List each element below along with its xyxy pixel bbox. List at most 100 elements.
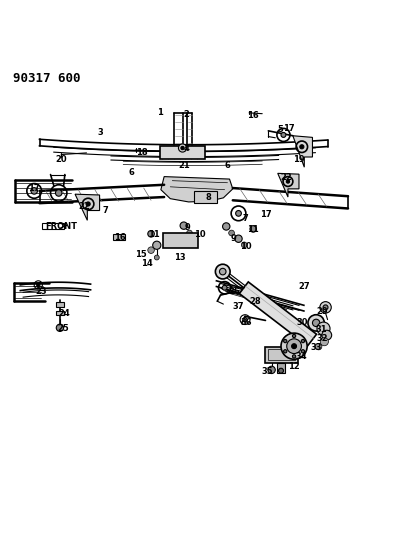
Circle shape [56, 324, 63, 332]
Circle shape [235, 211, 241, 216]
Circle shape [292, 334, 295, 337]
Circle shape [249, 225, 256, 232]
Circle shape [180, 222, 187, 229]
Text: 12: 12 [288, 362, 299, 371]
Circle shape [283, 350, 286, 353]
Circle shape [280, 333, 306, 359]
Polygon shape [239, 282, 316, 346]
Circle shape [147, 247, 154, 253]
Text: 29: 29 [316, 307, 328, 316]
Circle shape [301, 340, 304, 343]
Text: 20: 20 [55, 155, 67, 164]
Circle shape [228, 230, 234, 236]
Circle shape [267, 366, 274, 374]
Circle shape [152, 241, 160, 249]
Circle shape [86, 202, 90, 206]
Circle shape [319, 302, 330, 313]
Circle shape [36, 283, 40, 287]
Text: 4: 4 [183, 143, 189, 152]
Text: 10: 10 [194, 230, 205, 239]
Text: 25: 25 [57, 324, 69, 333]
Bar [160, 147, 204, 159]
Circle shape [286, 339, 301, 353]
Text: 37: 37 [232, 302, 244, 311]
Circle shape [186, 230, 192, 236]
Circle shape [312, 319, 319, 327]
Text: 6: 6 [128, 168, 134, 177]
Circle shape [280, 133, 285, 138]
Text: 17: 17 [282, 124, 294, 133]
Text: 13: 13 [173, 253, 185, 262]
Polygon shape [292, 136, 312, 167]
Text: 16: 16 [114, 232, 126, 241]
Bar [267, 350, 294, 360]
Text: 90317 600: 90317 600 [13, 72, 80, 85]
Text: 11: 11 [247, 225, 258, 234]
Text: 10: 10 [239, 241, 251, 251]
Text: 9: 9 [230, 234, 236, 243]
Bar [276, 362, 285, 373]
Circle shape [307, 314, 324, 331]
Circle shape [315, 343, 321, 350]
Text: 35: 35 [261, 367, 272, 376]
Text: 7: 7 [242, 214, 247, 223]
Text: 17: 17 [28, 183, 40, 192]
Polygon shape [160, 176, 232, 202]
Text: 28: 28 [248, 297, 260, 306]
Bar [56, 311, 63, 314]
Text: 22: 22 [79, 201, 90, 211]
Text: 2: 2 [183, 110, 189, 118]
Text: 31: 31 [315, 325, 326, 334]
Bar [265, 347, 297, 362]
Text: 8: 8 [205, 193, 211, 203]
Circle shape [243, 318, 247, 321]
Text: 32: 32 [316, 334, 328, 343]
Text: 17: 17 [259, 209, 271, 219]
Circle shape [319, 337, 328, 346]
Text: 7: 7 [102, 206, 108, 215]
Text: 30: 30 [296, 318, 307, 327]
Circle shape [180, 147, 184, 150]
Text: 6: 6 [224, 160, 230, 169]
Polygon shape [75, 194, 99, 220]
Text: 22: 22 [280, 173, 292, 182]
Text: 23: 23 [35, 287, 47, 296]
Text: 18: 18 [135, 148, 147, 157]
Circle shape [301, 350, 304, 353]
Text: 26: 26 [228, 287, 240, 295]
Circle shape [219, 268, 225, 275]
Text: 9: 9 [184, 223, 190, 232]
Text: 16: 16 [247, 111, 258, 120]
Circle shape [215, 264, 229, 279]
Circle shape [234, 235, 242, 243]
Circle shape [241, 242, 247, 248]
Circle shape [299, 145, 303, 149]
Text: 14: 14 [141, 259, 153, 268]
Text: FRONT: FRONT [45, 222, 77, 231]
Circle shape [178, 144, 186, 152]
Circle shape [316, 322, 329, 335]
Bar [42, 223, 63, 229]
Bar [113, 234, 124, 239]
Circle shape [285, 180, 289, 183]
Text: 3: 3 [98, 128, 103, 137]
Circle shape [292, 355, 295, 358]
Circle shape [322, 305, 327, 310]
Text: 33: 33 [310, 343, 321, 352]
Bar [193, 191, 217, 203]
Circle shape [154, 255, 159, 260]
Circle shape [222, 285, 227, 290]
Circle shape [55, 190, 62, 196]
Circle shape [291, 344, 296, 349]
Text: 21: 21 [178, 160, 189, 169]
Circle shape [31, 188, 37, 194]
Circle shape [222, 223, 229, 230]
Bar [163, 232, 198, 248]
Bar [56, 302, 63, 308]
Text: 27: 27 [297, 281, 309, 290]
Polygon shape [277, 173, 298, 197]
Text: 15: 15 [134, 250, 146, 259]
Text: 1: 1 [157, 108, 163, 117]
Text: 24: 24 [58, 309, 70, 318]
Circle shape [147, 231, 154, 237]
